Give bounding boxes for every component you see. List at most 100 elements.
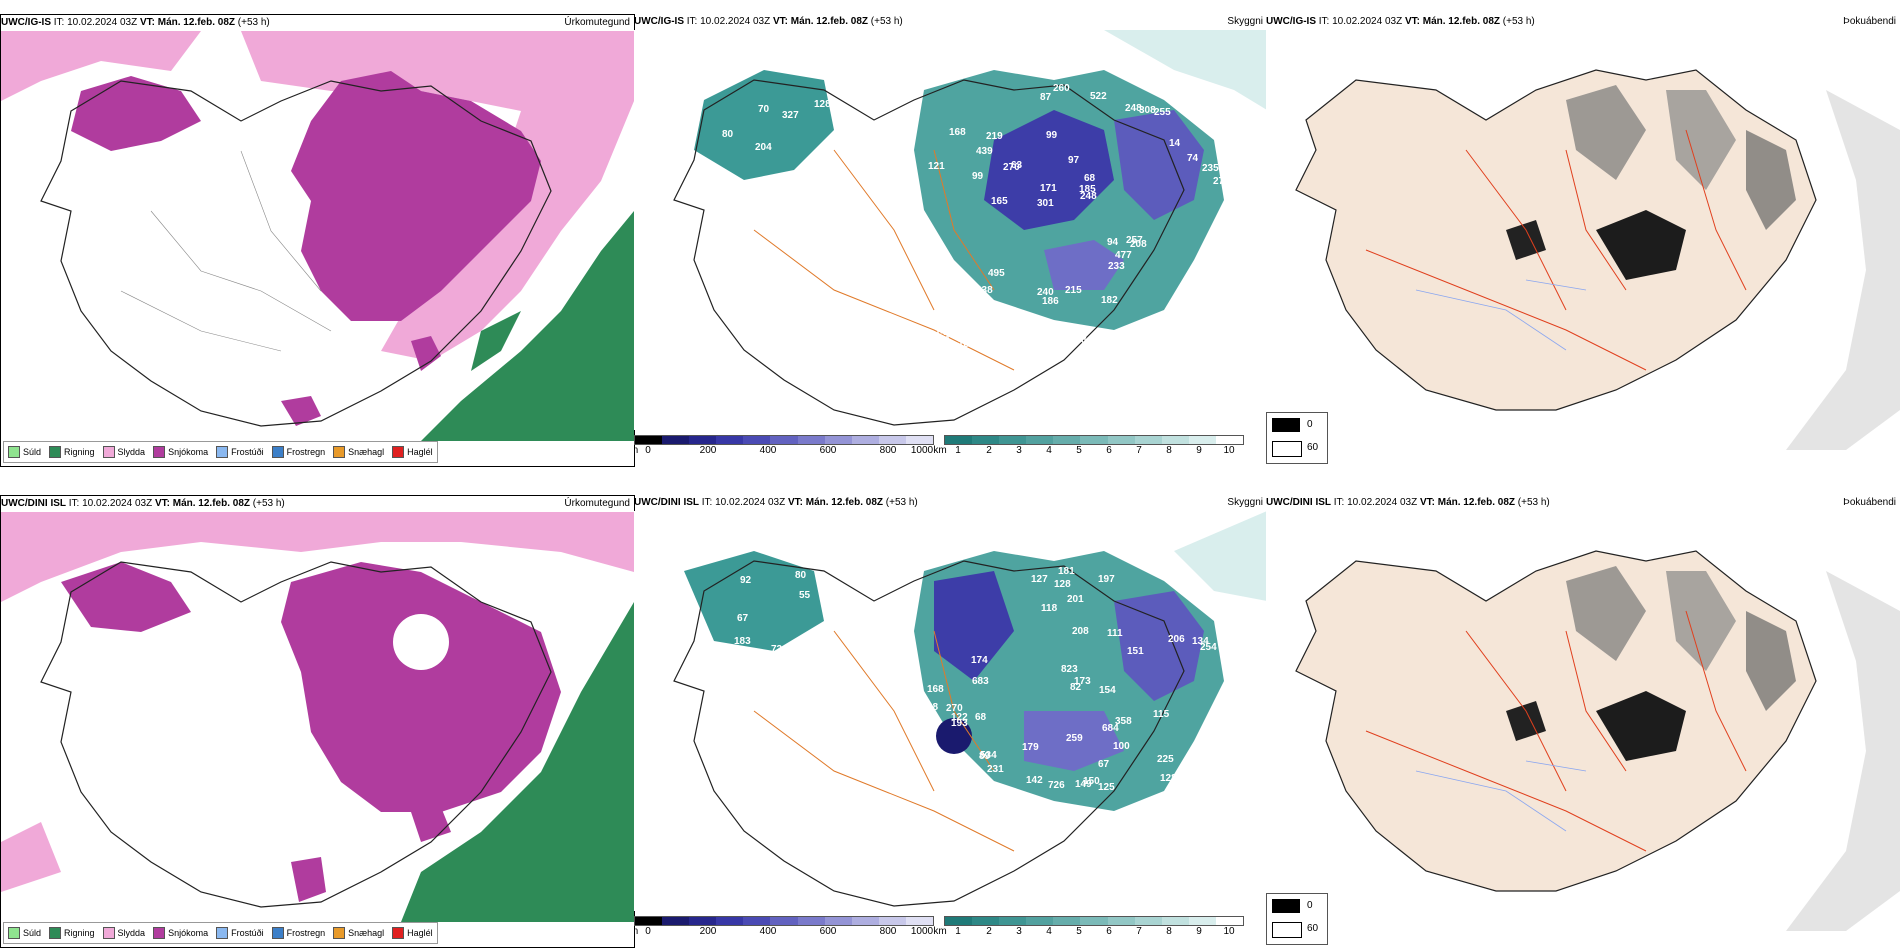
visibility-value-label: 168 — [927, 684, 944, 695]
fog-key: 0 60 — [1266, 893, 1328, 945]
visibility-tick: 7 — [1136, 445, 1142, 456]
visibility-value-label: 182 — [1101, 295, 1118, 306]
precip-panel-row1: UWC/IG-IS IT: 10.02.2024 03Z VT: Mán. 12… — [0, 14, 635, 467]
visibility-value-label: 128 — [1054, 579, 1071, 590]
visibility-bar — [944, 435, 1244, 445]
lead-time: (+53 h) — [237, 17, 270, 28]
visibility-value-label: 308 — [1139, 105, 1156, 116]
fog-key-max: 60 — [1307, 923, 1319, 934]
visibility-tick: 3 — [1016, 445, 1022, 456]
visibility-value-label: 84 — [728, 663, 740, 674]
ceiling-tick: 600 — [819, 445, 837, 456]
visibility-value-label: 186 — [1042, 296, 1059, 307]
lead-time: (+53 h) — [885, 497, 918, 508]
visibility-swatch — [1161, 436, 1189, 444]
fog-map — [1266, 30, 1900, 450]
visibility-value-label: 495 — [988, 268, 1005, 279]
lead-time: (+53 h) — [252, 498, 285, 509]
fog-panel-row1: UWC/IG-IS IT: 10.02.2024 03Z VT: Mán. 12… — [1266, 14, 1900, 465]
legend-item-snaehagl: Snæhagl — [333, 927, 384, 939]
visibility-value-label: 250 — [979, 299, 996, 310]
visibility-swatch — [999, 917, 1027, 925]
visibility-swatch — [1215, 917, 1244, 925]
legend-item-slydda: Slydda — [102, 927, 145, 939]
panel-header: UWC/DINI ISL IT: 10.02.2024 03Z VT: Mán.… — [1266, 495, 1900, 511]
ceiling-tick: 1000 — [910, 445, 934, 456]
ceiling-swatch — [797, 917, 825, 925]
visibility-value-label: 235 — [812, 192, 829, 203]
ceiling-swatch — [851, 917, 879, 925]
visibility-value-label: 201 — [1067, 594, 1084, 605]
visibility-value-label: 439 — [976, 146, 993, 157]
visibility-tick: 5 — [1076, 926, 1082, 937]
visibility-swatch — [999, 436, 1027, 444]
legend-item-suld: Súld — [8, 446, 41, 458]
ceiling-tick: 600 — [819, 926, 837, 937]
visibility-value-label: 140 — [935, 327, 952, 338]
vt-label: VT: — [139, 17, 155, 28]
it-value: 10.02.2024 03Z — [67, 17, 138, 28]
panel-header: UWC/IG-IS IT: 10.02.2024 03Z VT: Mán. 12… — [634, 14, 1267, 30]
visibility-value-label: 186 — [958, 339, 975, 350]
visibility-value-label: 225 — [1157, 754, 1174, 765]
it-value: 10.02.2024 03Z — [715, 497, 786, 508]
ceiling-colorbar: m 0 200 400 600 800 1000 — [634, 435, 934, 457]
visibility-value-label: 165 — [991, 196, 1008, 207]
precip-map — [1, 512, 634, 922]
vt-value: Mán. 12.feb. 08Z — [1422, 16, 1500, 27]
visibility-tick: 4 — [1046, 926, 1052, 937]
ceiling-swatch — [743, 917, 771, 925]
panel-header: UWC/IG-IS IT: 10.02.2024 03Z VT: Mán. 12… — [1, 15, 634, 31]
legend-swatch — [102, 446, 115, 458]
visibility-tick: 9 — [1196, 926, 1202, 937]
ceiling-swatch — [905, 436, 934, 444]
ceiling-swatch — [824, 436, 852, 444]
fog-key-black — [1272, 899, 1300, 913]
visibility-value-label: 231 — [987, 764, 1004, 775]
legend-swatch — [271, 446, 284, 458]
legend-swatch — [102, 927, 115, 939]
visibility-value-label: 100 — [1113, 741, 1130, 752]
visibility-tick: 3 — [1016, 926, 1022, 937]
visibility-value-label: 183 — [734, 636, 751, 647]
visibility-value-label: 684 — [1102, 723, 1119, 734]
visibility-swatch — [945, 436, 973, 444]
visibility-value-label: 82 — [1070, 682, 1082, 693]
ceiling-bar — [634, 435, 934, 445]
fog-key: 0 60 — [1266, 412, 1328, 464]
visibility-value-label: 115 — [1153, 709, 1170, 720]
visibility-swatch — [1053, 436, 1081, 444]
visibility-value-label: 89 — [979, 751, 991, 762]
legend-item-snjokoma: Snjókoma — [153, 446, 208, 458]
fog-map — [1266, 511, 1900, 931]
visibility-value-label: 80 — [722, 129, 734, 140]
ceiling-colorbar: m 0 200 400 600 800 1000 — [634, 916, 934, 938]
legend-item-frostregn: Frostregn — [271, 446, 325, 458]
visibility-value-label: 823 — [1061, 664, 1078, 675]
legend-swatch — [49, 446, 62, 458]
vt-label: VT: — [154, 498, 170, 509]
ceiling-unit: m — [634, 445, 638, 456]
legend-item-slydda: Slydda — [102, 446, 145, 458]
ceiling-tick: 0 — [645, 926, 651, 937]
visibility-value-label: 73 — [771, 644, 783, 655]
visibility-swatch — [1161, 917, 1189, 925]
legend-swatch — [216, 927, 229, 939]
visibility-value-label: 111 — [1107, 628, 1123, 639]
visibility-tick: 6 — [1106, 926, 1112, 937]
visibility-swatch — [972, 917, 1000, 925]
vt-value: Mán. 12.feb. 08Z — [172, 498, 250, 509]
visibility-value-label: 68 — [927, 702, 939, 713]
visibility-value-label: 74 — [1187, 153, 1199, 164]
visibility-value-label: 215 — [1065, 285, 1082, 296]
visibility-value-label: 127 — [1031, 574, 1048, 585]
panel-header: UWC/DINI ISL IT: 10.02.2024 03Z VT: Mán.… — [634, 495, 1267, 511]
visibility-value-label: 204 — [755, 142, 772, 153]
cloud-panel-row1: UWC/IG-IS IT: 10.02.2024 03Z VT: Mán. 12… — [634, 14, 1267, 465]
fog-key-black — [1272, 418, 1300, 432]
visibility-value-label: 358 — [1115, 716, 1132, 727]
visibility-value-label: 260 — [1053, 83, 1070, 94]
visibility-value-label: 67 — [737, 613, 749, 624]
visibility-value-label: 193 — [951, 718, 968, 729]
ceiling-tick: 800 — [879, 926, 897, 937]
